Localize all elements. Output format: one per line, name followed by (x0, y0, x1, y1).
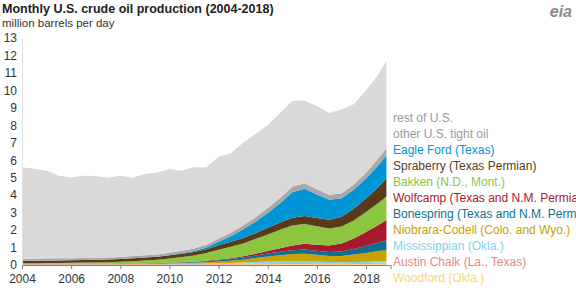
y-tick: 3 (10, 206, 22, 220)
y-tick: 10 (4, 84, 22, 98)
y-tick: 0 (10, 258, 22, 272)
logo: eia (550, 3, 572, 20)
x-tick-mark (22, 265, 23, 269)
y-tick-label: 9 (10, 101, 17, 115)
x-tick-label: 2006 (58, 272, 85, 286)
y-tick-label: 8 (10, 119, 17, 133)
x-axis: 2004 2006 2008 2010 2012 2014 2016 2018 (9, 265, 391, 286)
x-tick: 2012 (206, 265, 233, 286)
y-tick: 12 (4, 49, 22, 63)
y-tick-label: 12 (4, 49, 18, 63)
y-tick-label: 6 (10, 154, 17, 168)
areas (22, 61, 386, 265)
x-tick: 2006 (58, 265, 85, 286)
x-tick-mark (219, 265, 220, 269)
legend-label: Spraberry (Texas Permian) (393, 159, 536, 173)
x-tick-label: 2008 (107, 272, 134, 286)
y-tick: 5 (10, 171, 22, 185)
y-tick-label: 0 (10, 258, 17, 272)
legend-label: Bonespring (Texas and N.M. Permian) (393, 207, 576, 221)
y-tick-label: 10 (4, 84, 18, 98)
y-tick: 13 (4, 31, 22, 45)
y-tick-label: 4 (10, 188, 17, 202)
y-tick: 1 (10, 241, 22, 255)
x-tick-label: 2004 (9, 272, 36, 286)
y-axis: 012345678910111213 (4, 31, 23, 272)
legend-label: Woodford (Okla.) (393, 271, 484, 285)
x-tick: 2018 (353, 265, 380, 286)
y-tick: 2 (10, 223, 22, 237)
y-tick-label: 1 (10, 241, 17, 255)
x-tick-mark (71, 265, 72, 269)
chart: 2004200620082010201220142016201801234567… (0, 0, 576, 288)
legend-label: Mississippian (Okla.) (393, 239, 504, 253)
legend-label: Eagle Ford (Texas) (393, 143, 494, 157)
x-tick-mark (169, 265, 170, 269)
y-tick-label: 5 (10, 171, 17, 185)
x-tick: 2008 (107, 265, 134, 286)
x-tick: 2016 (304, 265, 331, 286)
x-tick-label: 2010 (157, 272, 184, 286)
x-tick-mark (317, 265, 318, 269)
legend-label: other U.S. tight oil (393, 127, 488, 141)
y-tick: 7 (10, 136, 22, 150)
x-tick-label: 2016 (304, 272, 331, 286)
y-tick-label: 3 (10, 206, 17, 220)
y-tick: 6 (10, 154, 22, 168)
y-tick: 11 (5, 66, 22, 80)
y-tick: 4 (10, 188, 22, 202)
title: Monthly U.S. crude oil production (2004-… (2, 2, 274, 16)
legend-label: Austin Chalk (La., Texas) (393, 255, 526, 269)
y-axis-line (22, 39, 23, 266)
legend: rest of U.S. other U.S. tight oil Eagle Fo… (393, 111, 576, 285)
x-tick: 2010 (157, 265, 184, 286)
x-axis-line (23, 266, 392, 270)
x-tick-mark (120, 265, 121, 269)
legend-label: Niobrara-Codell (Colo. and Wyo.) (393, 223, 570, 237)
y-tick-label: 11 (5, 66, 18, 80)
y-tick: 9 (10, 101, 22, 115)
x-tick: 2014 (255, 265, 282, 286)
x-tick-label: 2014 (255, 272, 282, 286)
area-series (22, 61, 386, 259)
y-tick-label: 7 (10, 136, 17, 150)
y-tick-label: 2 (10, 223, 17, 237)
subtitle: million barrels per day (2, 17, 115, 29)
legend-label: rest of U.S. (393, 111, 453, 125)
y-tick-label: 13 (4, 31, 18, 45)
x-tick-mark (366, 265, 367, 269)
legend-label: Wolfcamp (Texas and N.M. Permian) (393, 191, 576, 205)
legend-label: Bakken (N.D., Mont.) (393, 175, 505, 189)
x-tick-mark (268, 265, 269, 269)
x-tick-label: 2018 (353, 272, 380, 286)
y-tick: 8 (10, 119, 22, 133)
x-tick-label: 2012 (206, 272, 233, 286)
